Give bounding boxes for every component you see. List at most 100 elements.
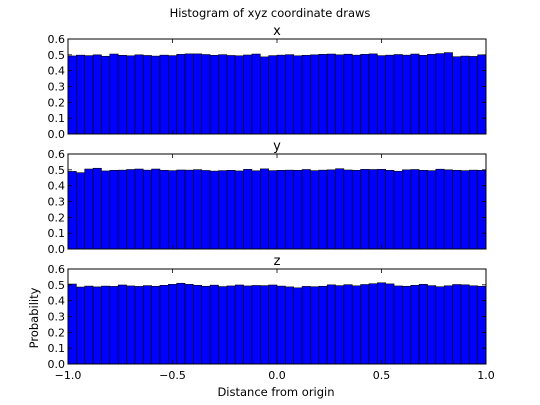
histogram-bar [92,167,102,250]
histogram-bar [335,54,345,135]
y-tick-label: 0.1 [48,227,66,240]
histogram-bar [285,286,295,365]
histogram-bar [293,55,303,135]
histogram-bar [184,284,194,365]
histogram-bar [427,54,437,135]
y-tick-label: 0.4 [48,180,66,193]
histogram-bar [159,170,169,250]
histogram-bar [67,171,77,250]
y-tick-label: 0.0 [48,358,66,371]
histogram-bar [92,54,102,135]
histogram-bar [201,54,211,135]
histogram-bar [402,54,412,135]
histogram-bar [326,284,336,365]
histogram-bar [393,170,403,250]
bars [67,167,487,250]
histogram-bar [209,55,219,135]
histogram-bar [310,170,320,250]
histogram-bar [234,170,244,250]
histogram-bar [326,53,336,135]
histogram-bar [301,169,311,250]
histogram-bar [184,53,194,135]
histogram-bar [351,54,361,135]
histogram-bar [301,286,311,365]
histogram-bar [343,169,353,250]
histogram-bar [251,53,261,135]
histogram-bar [385,54,395,135]
histogram-bar [360,169,370,250]
histogram-bar [318,54,328,135]
histogram-bar [117,55,127,135]
histogram-bar [243,285,253,365]
y-tick-label: 0.3 [48,196,66,209]
histogram-bar [460,284,470,365]
histogram-bar [151,168,161,250]
y-tick-label: 0.5 [48,49,66,62]
histogram-bar [193,285,203,365]
histogram-bar [351,285,361,365]
histogram-bar [452,284,462,365]
histogram-bar [84,55,94,135]
histogram-bar [418,284,428,365]
histogram-bar [418,170,428,250]
histogram-bar [443,52,453,135]
histogram-bar [243,54,253,135]
x-tick-label: −0.5 [159,369,186,382]
y-tick-label: 0.1 [48,342,66,355]
y-axis-label: Probability [27,287,41,348]
histogram-bar [427,170,437,250]
histogram-bar [84,168,94,250]
histogram-bar [168,170,177,250]
histogram-bar [293,170,303,250]
histogram-bar [393,285,403,365]
histogram-bar [468,169,478,250]
y-tick-label: 0.0 [48,128,66,141]
histogram-bar [159,54,169,135]
y-tick-label: 0.5 [48,164,66,177]
histogram-bar [76,172,86,250]
histogram-bar [176,54,186,135]
histogram-bar [385,283,395,365]
y-tick-label: 0.6 [48,148,66,161]
histogram-bar [435,286,445,365]
histogram-bar [385,170,395,250]
subplot-x: x 0.0 0.1 0.2 0.3 0.4 0.5 0.6 [48,24,487,141]
histogram-bar [226,170,236,250]
y-tick-label: 0.3 [48,81,66,94]
histogram-bar [126,169,136,250]
histogram-bar [142,55,152,135]
histogram-bar [101,170,111,250]
histogram-bar [109,170,119,250]
y-tick-label: 0.6 [48,33,66,46]
histogram-bar [301,55,311,135]
histogram-bar [368,53,378,135]
histogram-bar [126,55,136,135]
y-tick-label: 0.1 [48,112,66,125]
histogram-bar [310,286,320,365]
y-tick-label: 0.2 [48,96,66,109]
histogram-bar [410,169,420,250]
histogram-bar [468,285,478,365]
histogram-bar [435,168,445,250]
histogram-bar [276,170,286,250]
figure-title: Histogram of xyz coordinate draws [170,6,371,20]
histogram-bar [201,170,211,250]
histogram-bar [193,169,203,250]
histogram-bar [368,169,378,250]
histogram-bar [142,285,152,365]
histogram-bar [410,53,420,135]
histogram-bar [251,170,261,250]
y-tick-label: 0.6 [48,263,66,276]
histogram-bar [209,170,219,250]
histogram-bar [259,285,269,365]
histogram-bar [268,170,278,250]
histogram-bar [151,55,161,135]
histogram-bar [285,54,295,135]
subplot-title: y [273,139,281,154]
histogram-bar [276,54,286,135]
histogram-bar [226,285,236,365]
histogram-bar [234,55,244,135]
histogram-bar [402,285,412,365]
histogram-bar [76,54,86,135]
